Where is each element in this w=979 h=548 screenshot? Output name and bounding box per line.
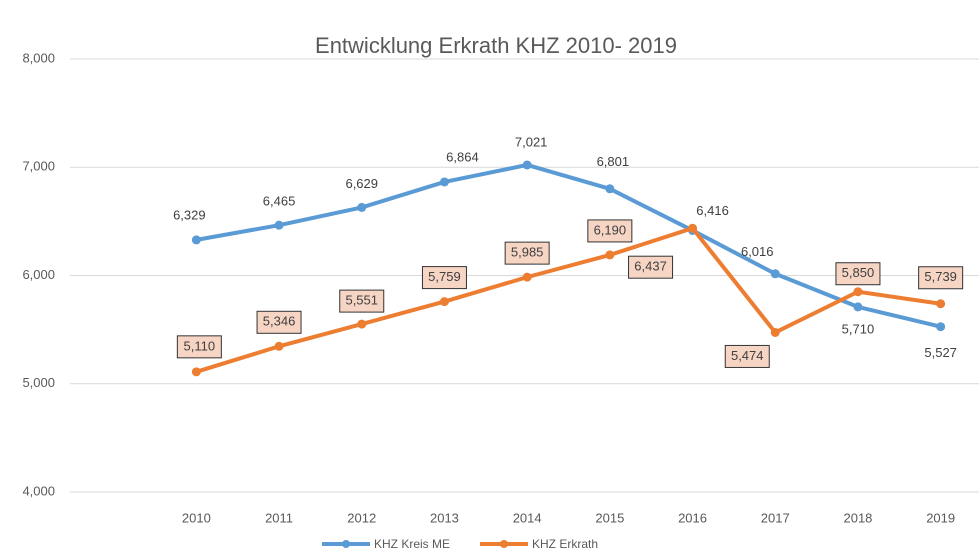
data-point: [605, 250, 615, 260]
label-box: [339, 289, 385, 313]
data-label: 5,346: [263, 314, 296, 329]
data-point: [770, 327, 780, 337]
data-label: 6,629: [345, 176, 378, 191]
data-label: 6,416: [696, 203, 729, 218]
data-point: [605, 184, 615, 194]
y-tick-label: 6,000: [22, 267, 55, 282]
data-label: 6,190: [594, 222, 627, 237]
data-label: 6,465: [263, 194, 296, 209]
label-box: [918, 266, 964, 290]
data-point: [853, 287, 863, 297]
data-label: 5,474: [731, 348, 764, 363]
data-point: [770, 269, 780, 279]
legend-label: KHZ Kreis ME: [374, 537, 450, 548]
x-tick-label: 2012: [347, 510, 376, 525]
x-tick-label: 2014: [513, 510, 542, 525]
legend-marker: [500, 540, 508, 548]
x-tick-label: 2010: [182, 510, 211, 525]
x-tick-label: 2015: [595, 510, 624, 525]
data-label: 5,527: [924, 345, 957, 360]
x-tick-label: 2011: [265, 510, 293, 525]
label-box: [835, 262, 881, 286]
data-point: [522, 272, 532, 282]
series-line: [195, 226, 941, 374]
data-point: [522, 160, 532, 170]
data-point: [688, 223, 698, 233]
x-tick-label: 2016: [678, 510, 707, 525]
data-point: [936, 299, 946, 309]
data-label: 5,739: [924, 269, 957, 284]
y-tick-label: 4,000: [22, 483, 55, 498]
data-label: 6,329: [173, 207, 206, 222]
x-tick-label: 2019: [926, 510, 955, 525]
label-box: [724, 344, 770, 368]
series-line: [195, 162, 942, 329]
data-point: [439, 297, 449, 307]
label-box: [256, 310, 302, 334]
data-label: 5,759: [428, 269, 461, 284]
data-label: 6,437: [634, 259, 667, 274]
chart-title: Entwicklung Erkrath KHZ 2010- 2019: [315, 33, 677, 58]
x-tick-label: 2018: [843, 510, 872, 525]
legend-label: KHZ Erkrath: [532, 537, 598, 548]
data-point: [274, 220, 284, 230]
data-point: [191, 367, 201, 377]
y-tick-label: 5,000: [22, 375, 55, 390]
data-label: 5,985: [511, 245, 544, 260]
data-label: 6,864: [446, 149, 479, 164]
label-box: [176, 335, 222, 359]
data-point: [357, 319, 367, 329]
legend-marker: [342, 540, 350, 548]
data-point: [274, 341, 284, 351]
y-tick-label: 7,000: [22, 159, 55, 174]
data-point: [936, 322, 946, 332]
data-label: 6,016: [741, 244, 774, 259]
label-box: [504, 241, 550, 265]
data-label: 5,710: [842, 321, 875, 336]
data-point: [439, 177, 449, 187]
data-label: 5,551: [345, 293, 378, 308]
label-box: [421, 266, 467, 290]
x-tick-label: 2013: [430, 510, 459, 525]
data-point: [853, 302, 863, 312]
x-tick-label: 2017: [761, 510, 790, 525]
data-label: 7,021: [515, 134, 548, 149]
label-box: [628, 255, 674, 279]
data-label: 6,801: [597, 154, 630, 169]
data-label: 5,110: [184, 338, 216, 353]
data-point: [191, 235, 201, 245]
y-tick-label: 8,000: [22, 50, 55, 65]
label-box: [587, 219, 633, 243]
data-label: 5,850: [842, 265, 875, 280]
data-point: [357, 202, 367, 212]
